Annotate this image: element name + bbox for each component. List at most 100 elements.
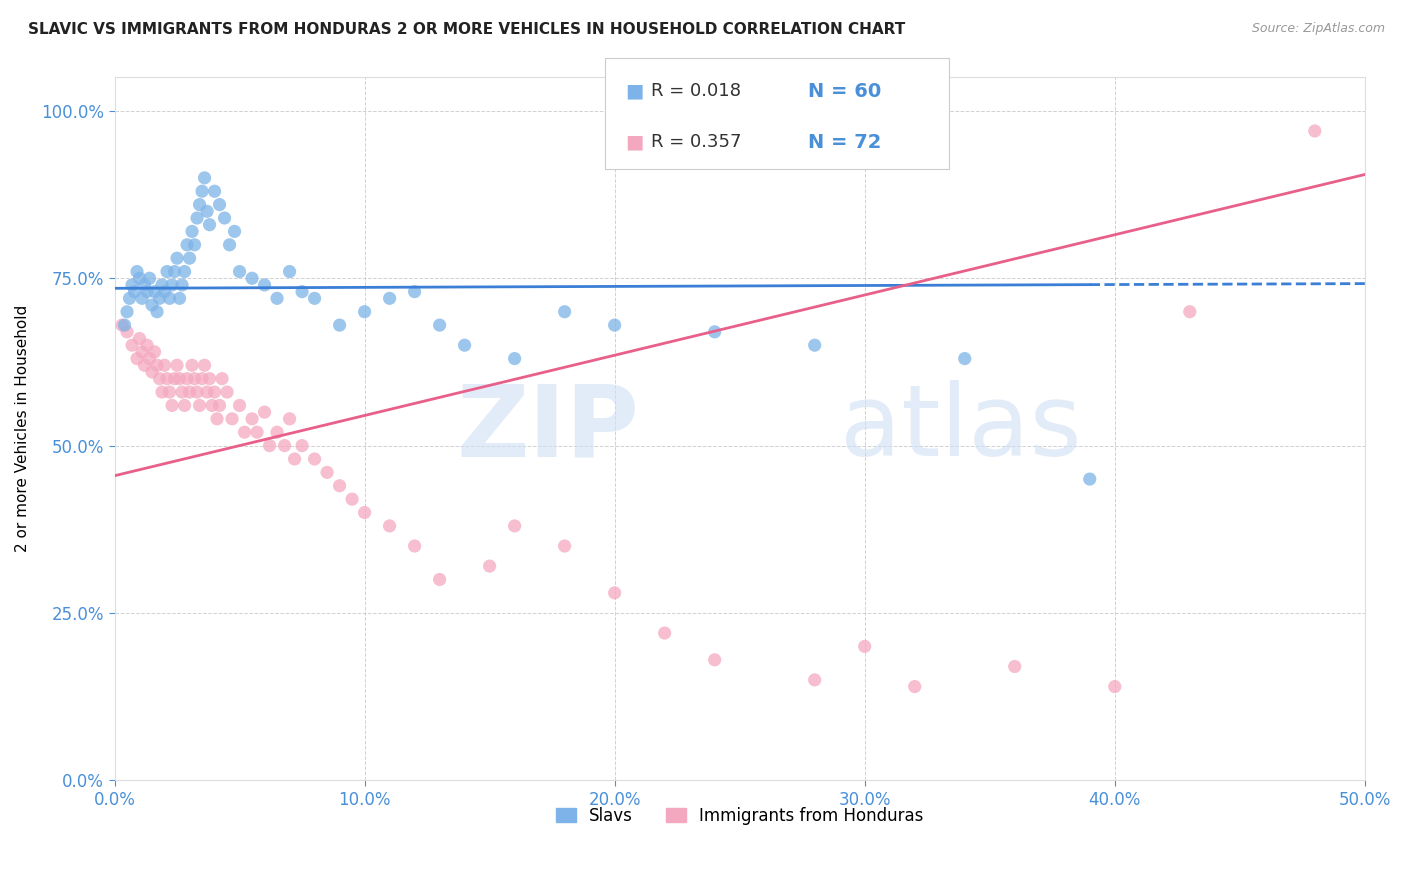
- Point: [114, 318, 136, 332]
- Point: [134, 277, 156, 292]
- Point: [353, 304, 375, 318]
- Point: [284, 452, 307, 467]
- Point: [218, 237, 240, 252]
- Point: [143, 285, 166, 299]
- Point: [181, 359, 204, 373]
- Text: SLAVIC VS IMMIGRANTS FROM HONDURAS 2 OR MORE VEHICLES IN HOUSEHOLD CORRELATION C: SLAVIC VS IMMIGRANTS FROM HONDURAS 2 OR …: [28, 22, 905, 37]
- Point: [141, 298, 163, 312]
- Point: [803, 673, 825, 687]
- Point: [478, 559, 501, 574]
- Text: R = 0.018: R = 0.018: [651, 82, 741, 100]
- Point: [195, 204, 218, 219]
- Point: [215, 385, 238, 400]
- Point: [146, 359, 169, 373]
- Point: [153, 359, 176, 373]
- Text: N = 72: N = 72: [808, 133, 882, 152]
- Point: [183, 372, 205, 386]
- Point: [221, 412, 243, 426]
- Point: [853, 640, 876, 654]
- Point: [246, 425, 269, 440]
- Point: [150, 277, 173, 292]
- Text: ■: ■: [626, 82, 644, 101]
- Point: [148, 291, 170, 305]
- Point: [170, 385, 193, 400]
- Point: [208, 399, 231, 413]
- Point: [214, 211, 236, 225]
- Point: [179, 251, 201, 265]
- Point: [803, 338, 825, 352]
- Point: [128, 271, 150, 285]
- Point: [304, 452, 326, 467]
- Point: [503, 351, 526, 366]
- Point: [128, 331, 150, 345]
- Point: [111, 318, 134, 332]
- Point: [156, 372, 179, 386]
- Point: [353, 506, 375, 520]
- Point: [316, 466, 339, 480]
- Point: [208, 197, 231, 211]
- Point: [378, 519, 401, 533]
- Point: [160, 399, 183, 413]
- Point: [240, 271, 263, 285]
- Point: [291, 285, 314, 299]
- Point: [211, 372, 233, 386]
- Point: [163, 372, 186, 386]
- Point: [503, 519, 526, 533]
- Point: [266, 291, 288, 305]
- Point: [198, 372, 221, 386]
- Point: [146, 304, 169, 318]
- Point: [183, 237, 205, 252]
- Point: [124, 285, 146, 299]
- Point: [340, 492, 363, 507]
- Point: [904, 680, 927, 694]
- Point: [654, 626, 676, 640]
- Point: [253, 277, 276, 292]
- Point: [125, 351, 148, 366]
- Point: [159, 291, 181, 305]
- Point: [378, 291, 401, 305]
- Point: [136, 285, 159, 299]
- Point: [138, 271, 160, 285]
- Point: [228, 399, 250, 413]
- Point: [329, 318, 352, 332]
- Point: [233, 425, 256, 440]
- Point: [118, 291, 141, 305]
- Point: [193, 359, 215, 373]
- Point: [273, 439, 295, 453]
- Point: [278, 264, 301, 278]
- Point: [554, 304, 576, 318]
- Point: [170, 277, 193, 292]
- Point: [163, 264, 186, 278]
- Point: [121, 277, 143, 292]
- Point: [188, 197, 211, 211]
- Point: [115, 304, 138, 318]
- Point: [186, 385, 208, 400]
- Text: atlas: atlas: [839, 380, 1081, 477]
- Point: [169, 372, 191, 386]
- Point: [266, 425, 288, 440]
- Point: [131, 344, 153, 359]
- Point: [193, 170, 215, 185]
- Point: [136, 338, 159, 352]
- Point: [1303, 124, 1326, 138]
- Text: ZIP: ZIP: [457, 380, 640, 477]
- Point: [603, 318, 626, 332]
- Point: [166, 251, 188, 265]
- Point: [201, 399, 224, 413]
- Point: [166, 359, 188, 373]
- Point: [278, 412, 301, 426]
- Point: [224, 224, 246, 238]
- Point: [703, 325, 725, 339]
- Point: [159, 385, 181, 400]
- Point: [143, 344, 166, 359]
- Point: [198, 218, 221, 232]
- Point: [181, 224, 204, 238]
- Point: [304, 291, 326, 305]
- Legend: Slavs, Immigrants from Honduras: Slavs, Immigrants from Honduras: [555, 806, 924, 825]
- Point: [176, 237, 198, 252]
- Point: [148, 372, 170, 386]
- Point: [953, 351, 976, 366]
- Point: [404, 539, 426, 553]
- Point: [115, 325, 138, 339]
- Point: [121, 338, 143, 352]
